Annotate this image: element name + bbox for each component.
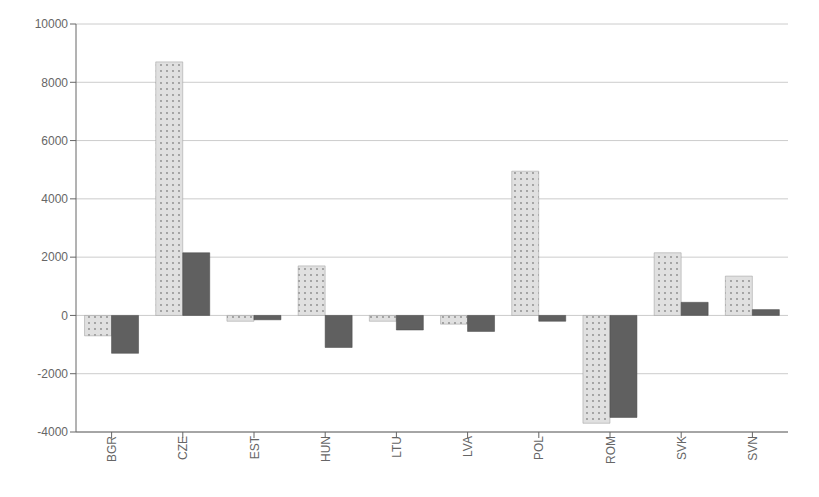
svg-text:CZE: CZE [176, 436, 190, 460]
svg-text:POL: POL [532, 436, 546, 460]
svg-text:0: 0 [61, 309, 68, 323]
svg-text:LVA: LVA [461, 436, 475, 457]
svg-text:SVN: SVN [746, 436, 760, 461]
svg-text:BGR: BGR [105, 436, 119, 462]
svg-text:-2000: -2000 [37, 367, 68, 381]
svg-text:2000: 2000 [41, 250, 68, 264]
svg-text:SVK: SVK [675, 436, 689, 460]
svg-text:4000: 4000 [41, 192, 68, 206]
svg-text:-4000: -4000 [37, 425, 68, 439]
svg-text:LTU: LTU [390, 436, 404, 458]
svg-text:EST: EST [248, 435, 262, 459]
svg-text:HUN: HUN [319, 436, 333, 462]
svg-text:8000: 8000 [41, 76, 68, 90]
svg-text:10000: 10000 [35, 17, 69, 31]
svg-text:6000: 6000 [41, 134, 68, 148]
svg-text:ROM: ROM [604, 436, 618, 464]
